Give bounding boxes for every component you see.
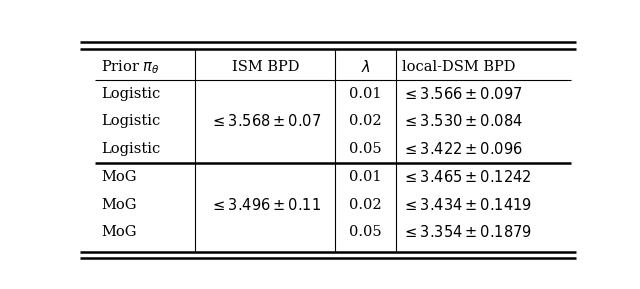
Text: 0.05: 0.05 — [349, 225, 382, 239]
Text: MoG: MoG — [101, 170, 136, 184]
Text: Logistic: Logistic — [101, 87, 160, 101]
Text: 0.01: 0.01 — [349, 87, 382, 101]
Text: ISM BPD: ISM BPD — [232, 60, 299, 74]
Text: $\leq 3.530 \pm 0.084$: $\leq 3.530 \pm 0.084$ — [401, 114, 522, 129]
Text: $\leq 3.465 \pm 0.1242$: $\leq 3.465 \pm 0.1242$ — [401, 169, 531, 185]
Text: 0.01: 0.01 — [349, 170, 382, 184]
Text: MoG: MoG — [101, 225, 136, 239]
Text: local-DSM BPD: local-DSM BPD — [401, 60, 515, 74]
Text: $\lambda$: $\lambda$ — [361, 59, 371, 75]
Text: $\leq 3.566 \pm 0.097$: $\leq 3.566 \pm 0.097$ — [401, 86, 522, 102]
Text: MoG: MoG — [101, 198, 136, 212]
Text: $\leq 3.568 \pm 0.07$: $\leq 3.568 \pm 0.07$ — [210, 114, 321, 129]
Text: Prior $\pi_\theta$: Prior $\pi_\theta$ — [101, 58, 159, 76]
Text: Logistic: Logistic — [101, 114, 160, 128]
Text: $\leq 3.434 \pm 0.1419$: $\leq 3.434 \pm 0.1419$ — [401, 197, 531, 212]
Text: $\leq 3.496 \pm 0.11$: $\leq 3.496 \pm 0.11$ — [210, 197, 321, 212]
Text: 0.02: 0.02 — [349, 114, 382, 128]
Text: Logistic: Logistic — [101, 142, 160, 156]
Text: $\leq 3.354 \pm 0.1879$: $\leq 3.354 \pm 0.1879$ — [401, 224, 531, 240]
Text: 0.02: 0.02 — [349, 198, 382, 212]
Text: $\leq 3.422 \pm 0.096$: $\leq 3.422 \pm 0.096$ — [401, 141, 522, 157]
Text: 0.05: 0.05 — [349, 142, 382, 156]
